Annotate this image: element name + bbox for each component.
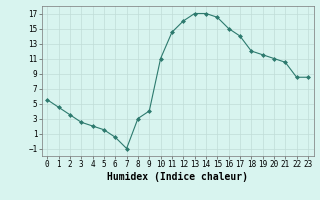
X-axis label: Humidex (Indice chaleur): Humidex (Indice chaleur) <box>107 172 248 182</box>
